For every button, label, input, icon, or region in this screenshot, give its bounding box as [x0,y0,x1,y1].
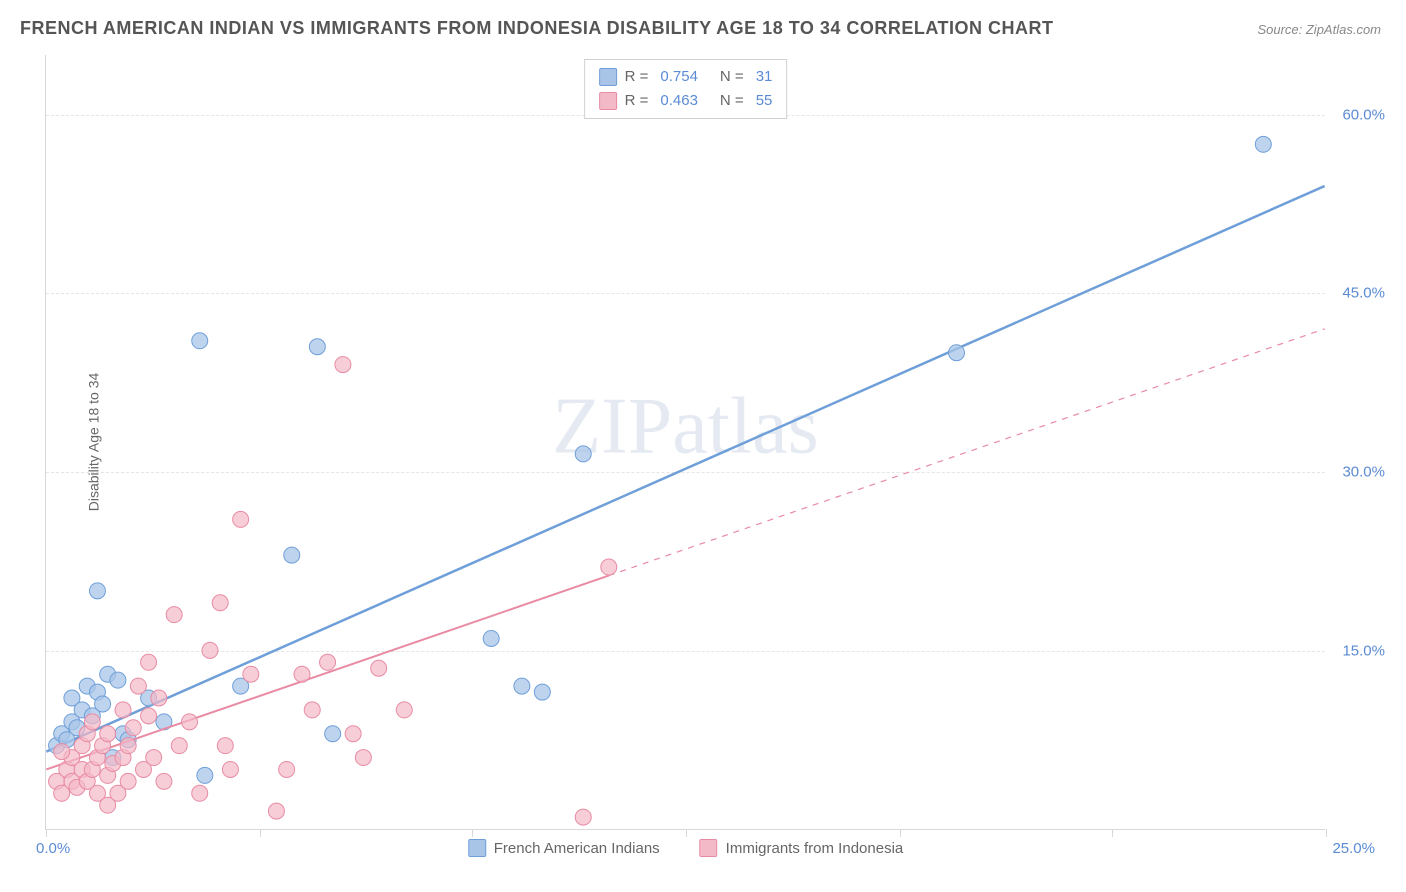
scatter-point [243,666,259,682]
scatter-point [84,714,100,730]
x-tick [1112,829,1113,837]
x-tick [472,829,473,837]
scatter-point [197,767,213,783]
legend-n-value: 55 [756,89,773,113]
y-tick-label: 15.0% [1342,643,1385,660]
correlation-legend: R = 0.754 N = 31 R = 0.463 N = 55 [584,59,788,119]
scatter-point [202,642,218,658]
legend-row: R = 0.754 N = 31 [599,65,773,89]
scatter-point [54,744,70,760]
legend-r-value: 0.754 [660,65,698,89]
legend-series-label: French American Indians [494,840,660,857]
scatter-point [171,738,187,754]
legend-r-value: 0.463 [660,89,698,113]
source-attribution: Source: ZipAtlas.com [1257,22,1381,37]
scatter-point [95,696,111,712]
scatter-point [222,761,238,777]
scatter-point [514,678,530,694]
scatter-point [100,726,116,742]
y-tick-label: 45.0% [1342,285,1385,302]
x-axis-min-label: 0.0% [36,840,70,857]
scatter-point [1255,136,1271,152]
scatter-point [575,809,591,825]
scatter-point [345,726,361,742]
legend-n-label: N = [720,65,744,89]
scatter-point [166,607,182,623]
legend-r-label: R = [625,89,649,113]
legend-r-label: R = [625,65,649,89]
scatter-point [120,738,136,754]
scatter-point [396,702,412,718]
scatter-point [949,345,965,361]
scatter-point [151,690,167,706]
scatter-point [146,750,162,766]
chart-title: FRENCH AMERICAN INDIAN VS IMMIGRANTS FRO… [20,18,1054,39]
y-tick-label: 60.0% [1342,106,1385,123]
scatter-point [89,583,105,599]
scatter-point [483,630,499,646]
scatter-point [125,720,141,736]
plot-area: Disability Age 18 to 34 ZIPatlas R = 0.7… [45,55,1325,830]
scatter-point [115,702,131,718]
scatter-point [309,339,325,355]
scatter-point [279,761,295,777]
scatter-point [304,702,320,718]
scatter-point [335,357,351,373]
legend-series-label: Immigrants from Indonesia [726,840,904,857]
scatter-point [233,511,249,527]
scatter-point [325,726,341,742]
scatter-point [320,654,336,670]
scatter-point [534,684,550,700]
scatter-point [217,738,233,754]
scatter-point [120,773,136,789]
scatter-point [182,714,198,730]
legend-swatch [468,839,486,857]
x-tick [1326,829,1327,837]
scatter-point [284,547,300,563]
scatter-point [212,595,228,611]
scatter-point [192,785,208,801]
scatter-point [130,678,146,694]
x-tick [46,829,47,837]
scatter-point [371,660,387,676]
x-tick [686,829,687,837]
legend-swatch [599,92,617,110]
legend-item: French American Indians [468,839,660,857]
scatter-point [268,803,284,819]
scatter-point [141,654,157,670]
y-tick-label: 30.0% [1342,464,1385,481]
trend-line-extrapolated [609,329,1325,576]
trend-line [46,186,1324,752]
scatter-point [100,797,116,813]
legend-item: Immigrants from Indonesia [700,839,904,857]
x-tick [900,829,901,837]
x-axis-max-label: 25.0% [1332,840,1375,857]
legend-swatch [599,68,617,86]
scatter-point [192,333,208,349]
scatter-point [110,672,126,688]
legend-swatch [700,839,718,857]
scatter-point [141,708,157,724]
scatter-point [156,773,172,789]
scatter-point [575,446,591,462]
scatter-svg [46,55,1325,829]
x-tick [260,829,261,837]
scatter-point [355,750,371,766]
series-legend: French American Indians Immigrants from … [468,839,904,857]
legend-n-value: 31 [756,65,773,89]
scatter-point [601,559,617,575]
legend-row: R = 0.463 N = 55 [599,89,773,113]
legend-n-label: N = [720,89,744,113]
scatter-point [294,666,310,682]
